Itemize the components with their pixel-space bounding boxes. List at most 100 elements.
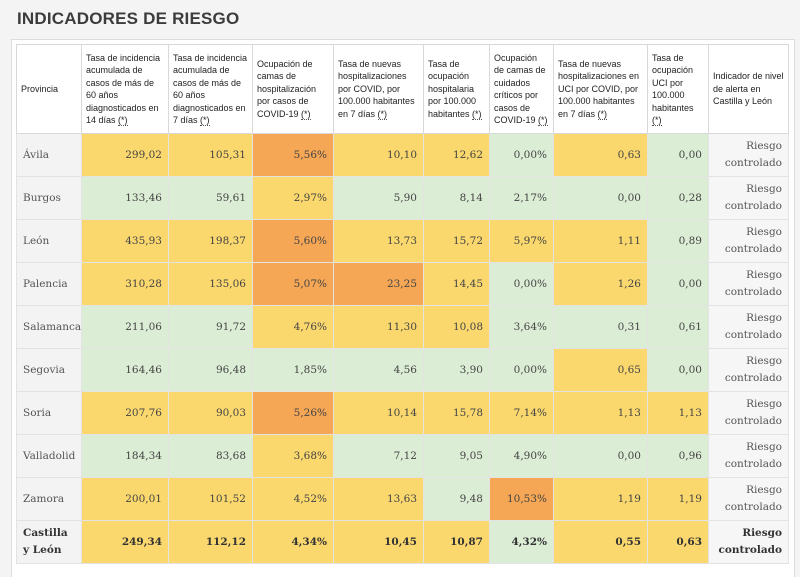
- indicator-cell: 9,05: [423, 434, 490, 478]
- indicator-cell: 0,63: [553, 133, 648, 177]
- header-row: Provincia Tasa de incidencia acumulada de…: [16, 44, 789, 134]
- province-cell: Salamanca: [16, 305, 82, 349]
- table-row: Soria 207,76 90,03 5,26% 10,14 15,78 7,14% 1,13…: [16, 391, 789, 435]
- province-cell: Soria: [16, 391, 82, 435]
- total-row: Castilla y León 249,34 112,12 4,34% 10,45 10,…: [16, 520, 789, 564]
- column-header-label: Indicador de nivel de alerta en Castilla…: [713, 71, 784, 107]
- column-header: Indicador de nivel de alerta en Castilla…: [708, 44, 789, 134]
- indicator-cell: 133,46: [81, 176, 169, 220]
- indicator-cell: 1,11: [553, 219, 648, 263]
- page-title: INDICADORES DE RIESGO: [17, 9, 240, 28]
- alert-level-cell: Riesgo controlado: [708, 176, 789, 220]
- footnote-marker[interactable]: (*): [200, 115, 210, 126]
- indicator-cell: 3,90: [423, 348, 490, 392]
- column-header-label: Tasa de nuevas hospitalizaciones en UCI …: [558, 58, 640, 119]
- indicator-cell: 1,85%: [252, 348, 334, 392]
- indicator-cell: 5,97%: [489, 219, 554, 263]
- indicator-cell: 14,45: [423, 262, 490, 306]
- indicator-cell: 10,87: [423, 520, 490, 564]
- indicator-cell: 9,48: [423, 477, 490, 521]
- indicator-cell: 0,63: [647, 520, 709, 564]
- column-header: Tasa de incidencia acumulada de casos de…: [168, 44, 253, 134]
- indicator-cell: 0,96: [647, 434, 709, 478]
- footnote-marker[interactable]: (*): [301, 108, 311, 120]
- indicator-cell: 112,12: [168, 520, 253, 564]
- column-header-label: Ocupación de camas de hospitalización po…: [257, 58, 317, 119]
- indicator-cell: 4,34%: [252, 520, 334, 564]
- indicator-cell: 0,00: [553, 176, 648, 220]
- column-header: Tasa de nuevas hospitalizaciones por COV…: [333, 44, 424, 134]
- table-row: Ávila 299,02 105,31 5,56% 10,10 12,62 0,00% 0,6…: [16, 133, 789, 177]
- table-row: Burgos 133,46 59,61 2,97% 5,90 8,14 2,17% 0,00 0…: [16, 176, 789, 220]
- indicator-cell: 5,26%: [252, 391, 334, 435]
- indicator-cell: 0,00%: [489, 262, 554, 306]
- indicator-cell: 2,97%: [252, 176, 334, 220]
- indicator-cell: 0,55: [553, 520, 648, 564]
- footnote-marker[interactable]: (*): [538, 115, 548, 126]
- indicator-cell: 4,52%: [252, 477, 334, 521]
- province-cell: Zamora: [16, 477, 82, 521]
- column-header-label: Tasa de incidencia acumulada de casos de…: [173, 52, 248, 126]
- table-row: Zamora 200,01 101,52 4,52% 13,63 9,48 10,53% 1,…: [16, 477, 789, 521]
- table-row: Palencia 310,28 135,06 5,07% 23,25 14,45 0,00%…: [16, 262, 789, 306]
- indicator-cell: 5,56%: [252, 133, 334, 177]
- alert-level-cell: Riesgo controlado: [708, 391, 789, 435]
- indicator-cell: 200,01: [81, 477, 169, 521]
- column-header: Ocupación de camas de cuidados críticos …: [489, 44, 554, 134]
- indicator-cell: 3,68%: [252, 434, 334, 478]
- indicator-cell: 10,45: [333, 520, 424, 564]
- indicator-cell: 8,14: [423, 176, 490, 220]
- indicator-cell: 11,30: [333, 305, 424, 349]
- alert-level-cell: Riesgo controlado: [708, 520, 789, 564]
- indicator-cell: 12,62: [423, 133, 490, 177]
- indicator-cell: 4,90%: [489, 434, 554, 478]
- indicator-cell: 2,17%: [489, 176, 554, 220]
- province-cell: Castilla y León: [16, 520, 82, 564]
- indicator-cell: 299,02: [81, 133, 169, 177]
- indicator-cell: 164,46: [81, 348, 169, 392]
- indicator-cell: 0,00: [553, 434, 648, 478]
- alert-level-cell: Riesgo controlado: [708, 434, 789, 478]
- indicator-cell: 198,37: [168, 219, 253, 263]
- footnote-marker[interactable]: (*): [472, 108, 482, 120]
- indicator-cell: 0,00: [647, 133, 709, 177]
- column-header-label: Tasa de ocupación UCI por 100.000 habita…: [652, 52, 694, 113]
- column-header: Tasa de nuevas hospitalizaciones en UCI …: [553, 44, 648, 134]
- table-row: Segovia 164,46 96,48 1,85% 4,56 3,90 0,00% 0,65…: [16, 348, 789, 392]
- indicator-cell: 0,00%: [489, 133, 554, 177]
- indicator-cell: 5,07%: [252, 262, 334, 306]
- indicator-cell: 91,72: [168, 305, 253, 349]
- indicator-cell: 15,72: [423, 219, 490, 263]
- indicator-cell: 435,93: [81, 219, 169, 263]
- column-header: Provincia: [16, 44, 82, 134]
- indicator-cell: 1,26: [553, 262, 648, 306]
- indicator-cell: 96,48: [168, 348, 253, 392]
- footnote-marker[interactable]: (*): [597, 108, 608, 120]
- indicator-cell: 0,61: [647, 305, 709, 349]
- province-cell: Valladolid: [16, 434, 82, 478]
- alert-level-cell: Riesgo controlado: [708, 262, 789, 306]
- column-header: Tasa de incidencia acumulada de casos de…: [81, 44, 169, 134]
- indicator-cell: 249,34: [81, 520, 169, 564]
- risk-indicators-table: Provincia Tasa de incidencia acumulada de…: [16, 44, 789, 564]
- indicator-cell: 211,06: [81, 305, 169, 349]
- indicator-cell: 10,53%: [489, 477, 554, 521]
- indicator-cell: 10,08: [423, 305, 490, 349]
- table-row: León 435,93 198,37 5,60% 13,73 15,72 5,97% 1,11…: [16, 219, 789, 263]
- footnote-marker[interactable]: (*): [652, 115, 662, 126]
- footnote-marker[interactable]: (*): [118, 115, 128, 126]
- indicator-cell: 0,31: [553, 305, 648, 349]
- indicator-cell: 135,06: [168, 262, 253, 306]
- indicator-cell: 3,64%: [489, 305, 554, 349]
- indicator-cell: 90,03: [168, 391, 253, 435]
- alert-level-cell: Riesgo controlado: [708, 219, 789, 263]
- indicator-cell: 184,34: [81, 434, 169, 478]
- alert-level-cell: Riesgo controlado: [708, 133, 789, 177]
- indicator-cell: 23,25: [333, 262, 424, 306]
- footnote-marker[interactable]: (*): [377, 108, 388, 120]
- indicator-cell: 7,14%: [489, 391, 554, 435]
- column-header-label: Provincia: [21, 83, 59, 94]
- indicator-cell: 0,00: [647, 262, 709, 306]
- indicator-cell: 0,00%: [489, 348, 554, 392]
